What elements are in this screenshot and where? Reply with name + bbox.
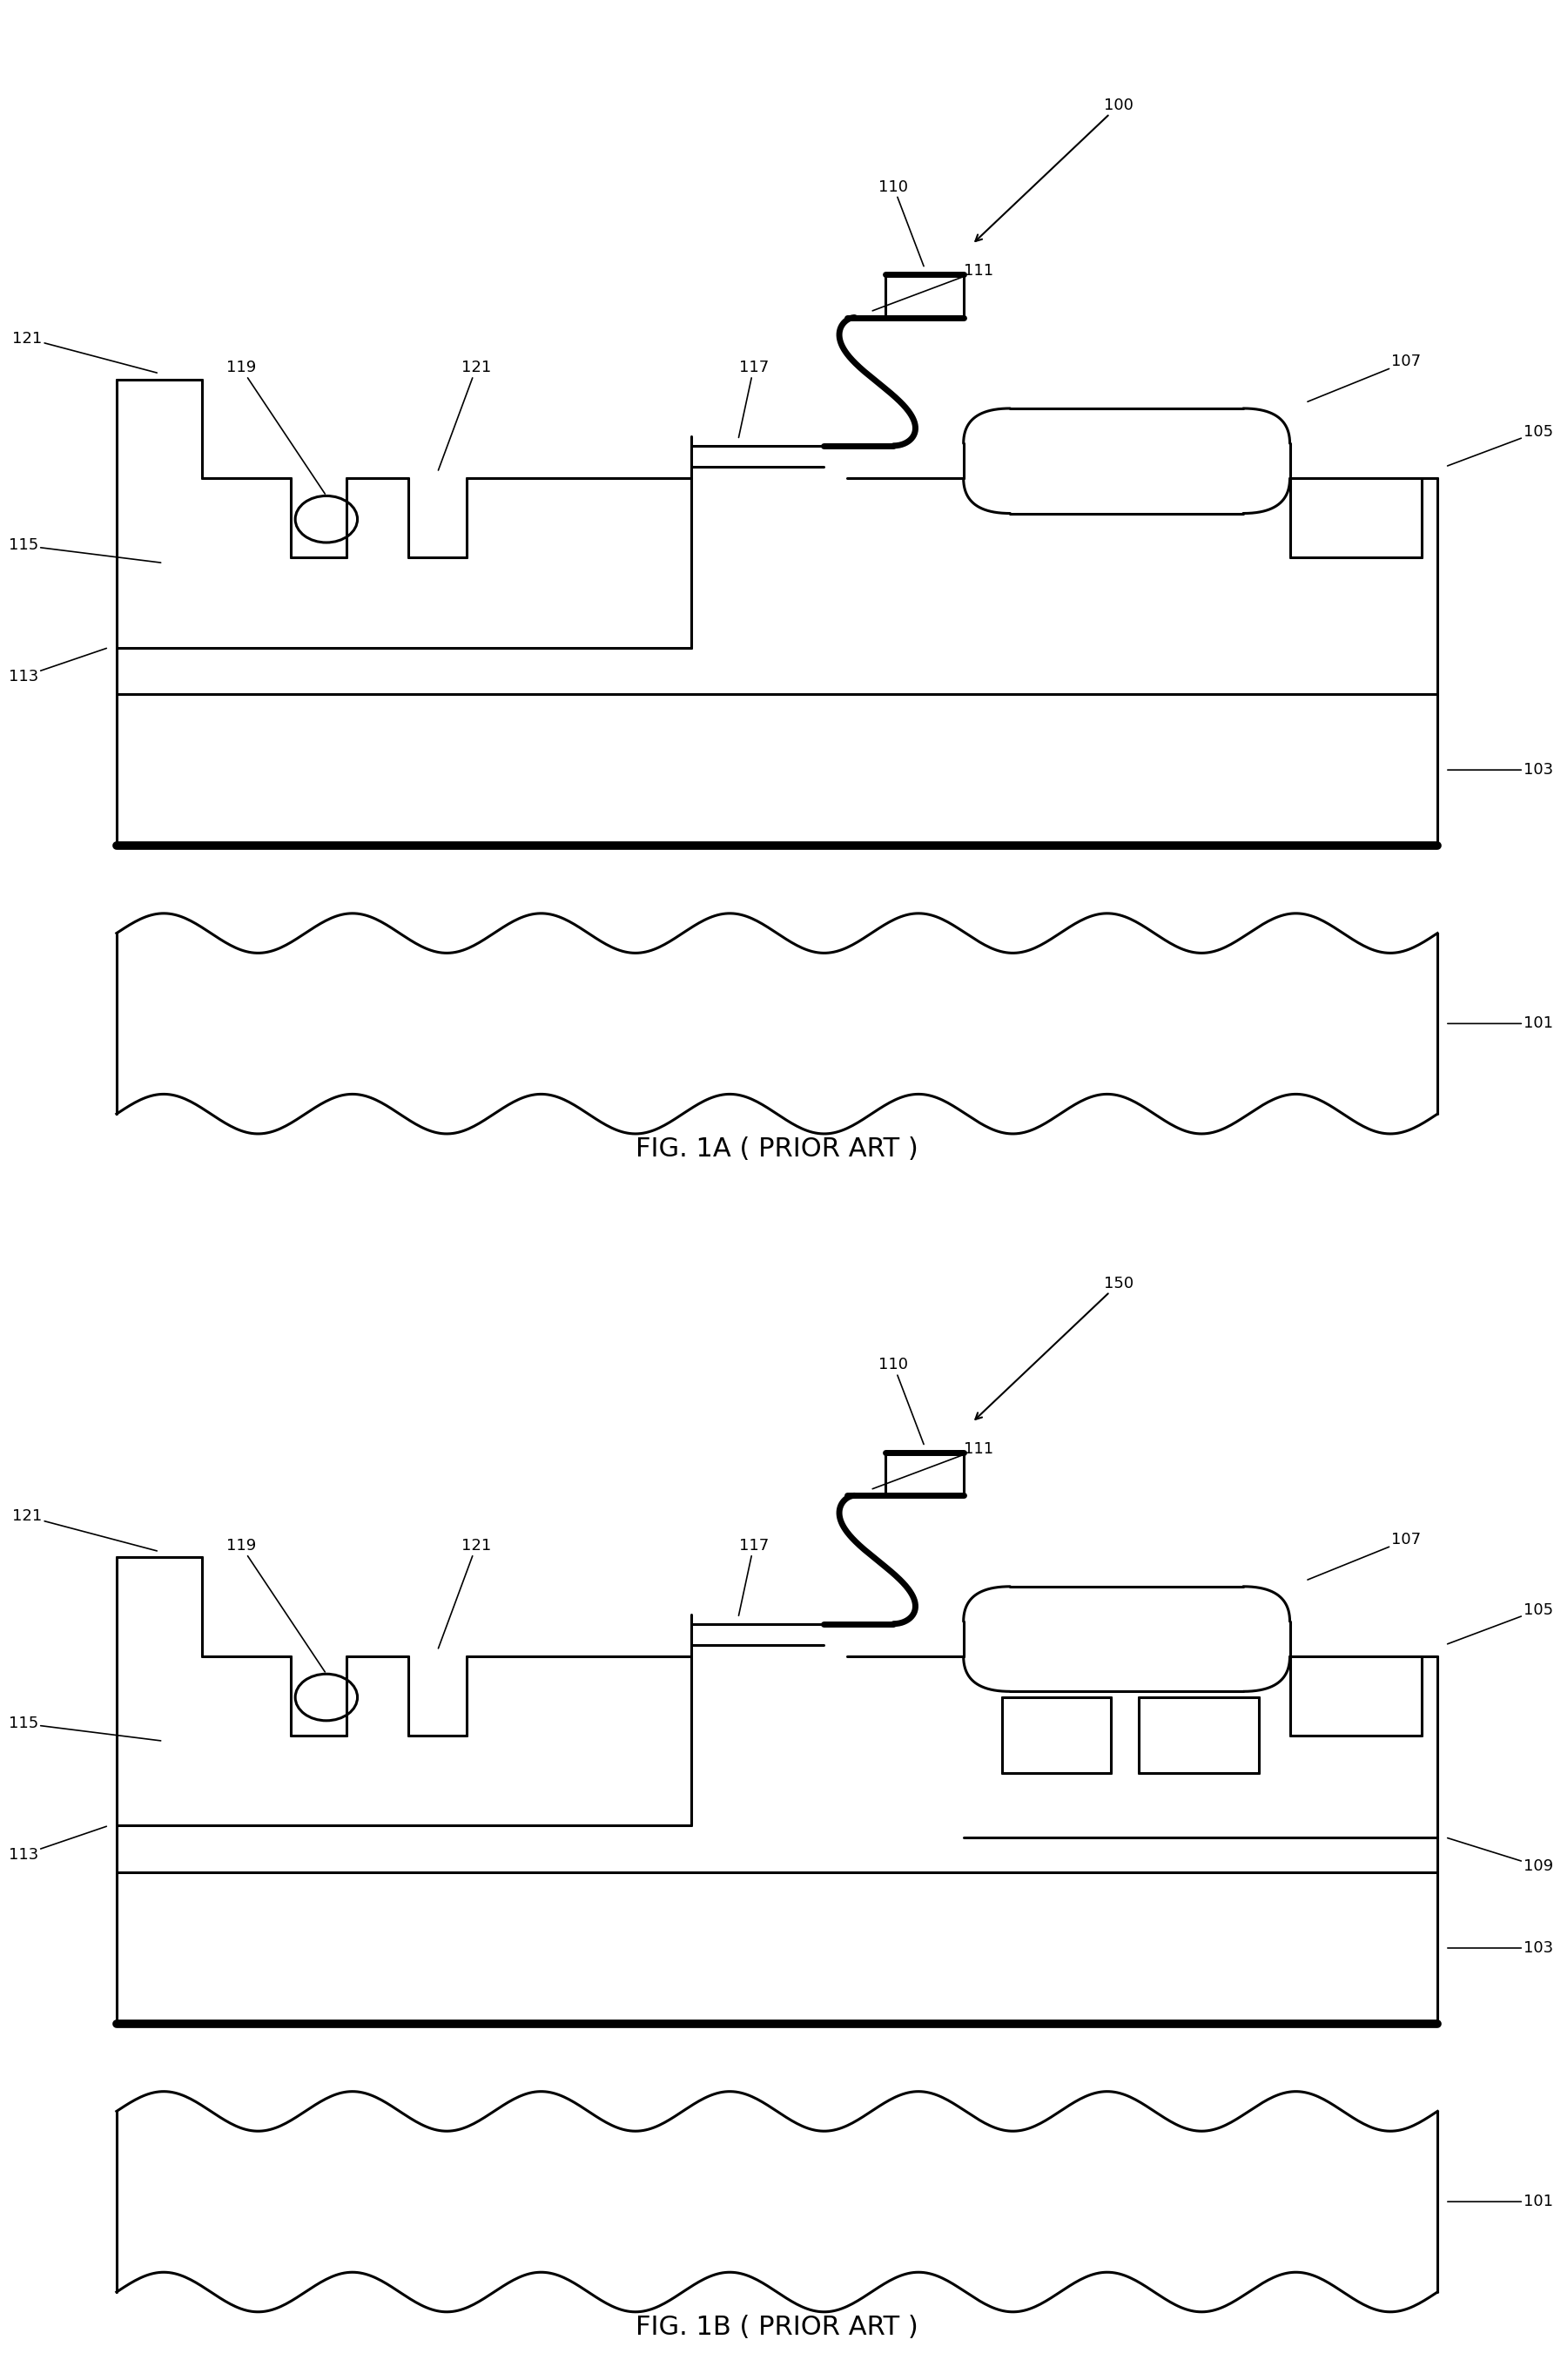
Text: 101: 101 [1448,2194,1554,2209]
Text: 103: 103 [1448,1940,1554,1956]
Text: 121: 121 [12,331,157,374]
Text: 119: 119 [225,1537,325,1673]
Text: 107: 107 [1307,355,1422,402]
Text: 109: 109 [1447,1837,1554,1873]
Text: 121: 121 [438,1537,491,1649]
Text: 105: 105 [1447,424,1554,466]
Text: 121: 121 [438,359,491,471]
Text: FIG. 1A ( PRIOR ART ): FIG. 1A ( PRIOR ART ) [636,1135,918,1161]
Text: 113: 113 [8,1825,107,1864]
Text: 119: 119 [225,359,325,495]
Text: 110: 110 [878,1357,923,1445]
Text: 107: 107 [1307,1533,1422,1580]
Text: 113: 113 [8,647,107,685]
Text: 150: 150 [976,1276,1134,1418]
Text: 110: 110 [878,178,923,267]
Text: 111: 111 [872,262,995,312]
Text: 121: 121 [12,1509,157,1552]
Text: 100: 100 [976,98,1133,240]
Text: 101: 101 [1448,1016,1554,1031]
Text: 105: 105 [1447,1602,1554,1645]
Text: 115: 115 [8,538,160,562]
Text: 111: 111 [872,1440,995,1490]
Text: 117: 117 [738,1537,769,1616]
Text: FIG. 1B ( PRIOR ART ): FIG. 1B ( PRIOR ART ) [636,2313,918,2340]
Text: 117: 117 [738,359,769,438]
Text: 115: 115 [8,1716,160,1740]
Text: 103: 103 [1448,762,1554,778]
